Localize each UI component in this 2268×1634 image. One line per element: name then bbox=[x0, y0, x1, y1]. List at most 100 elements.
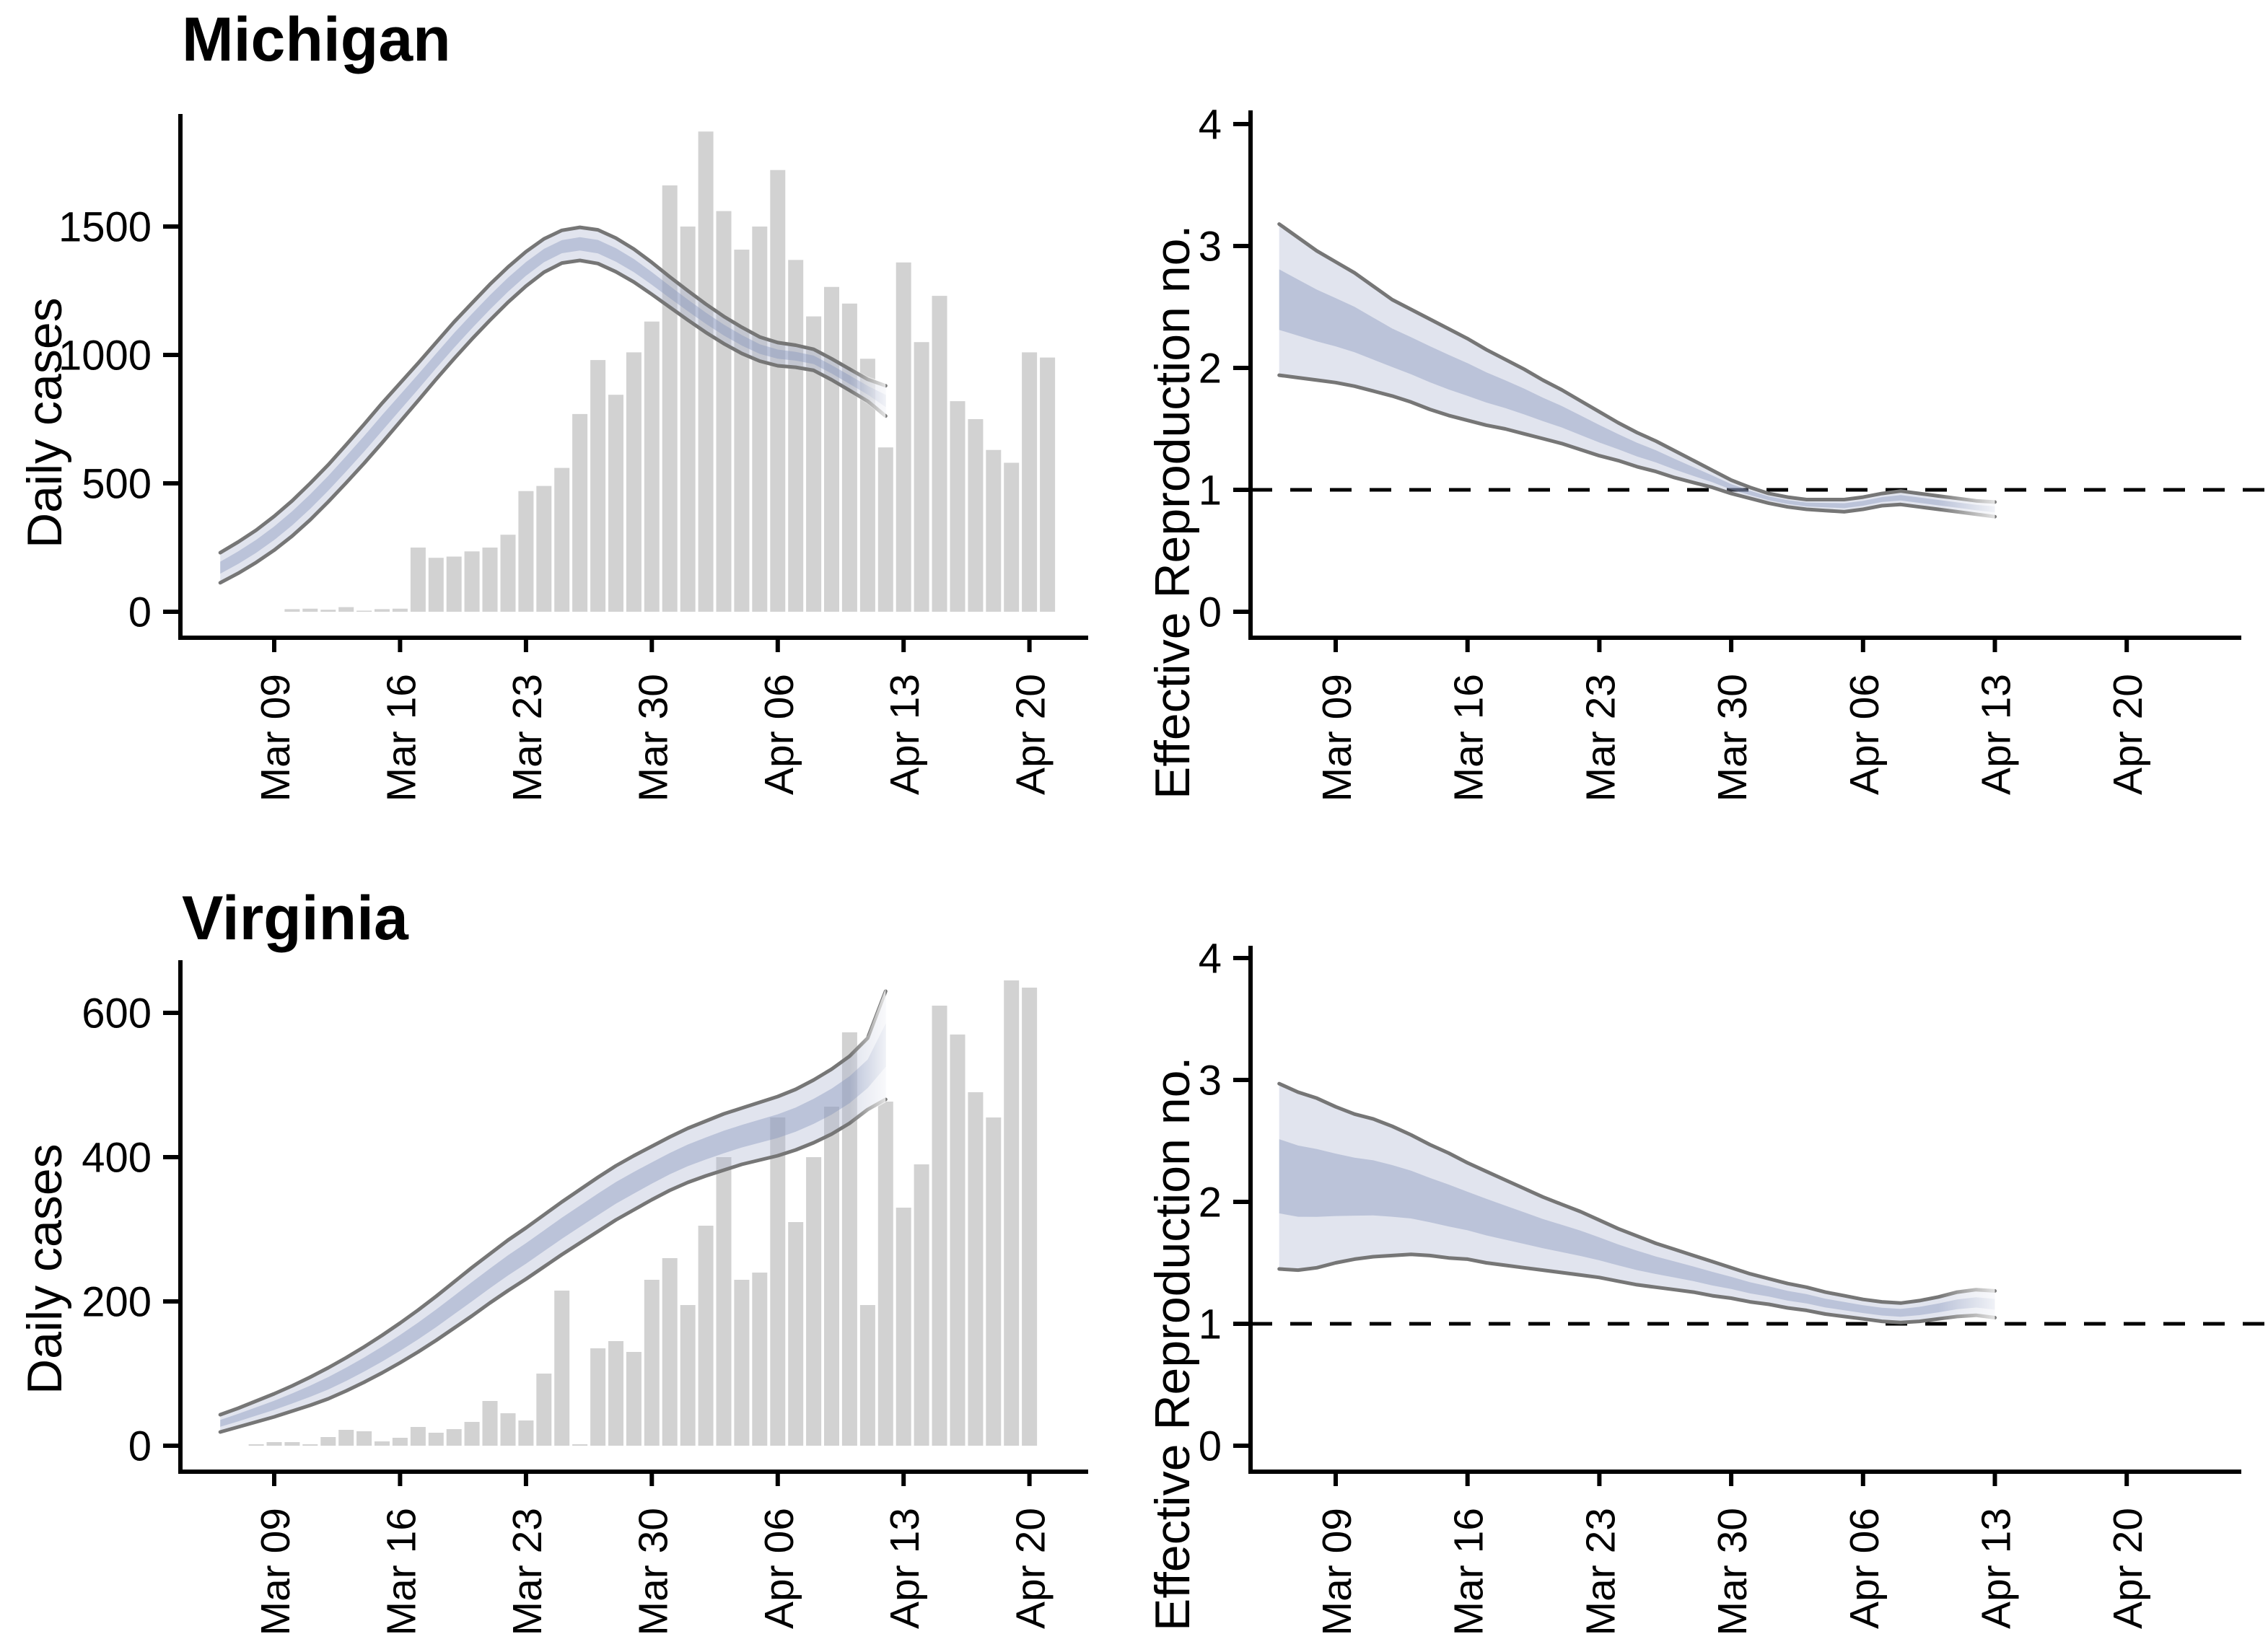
daily-case-bar bbox=[338, 607, 354, 612]
y-tick-label: 600 bbox=[82, 990, 152, 1037]
daily-case-bar bbox=[734, 1280, 750, 1446]
daily-case-bar bbox=[752, 227, 768, 612]
daily-case-bar bbox=[284, 609, 300, 612]
daily-case-bar bbox=[266, 1442, 282, 1446]
x-tick-label: Apr 13 bbox=[882, 1508, 928, 1629]
x-tick-label: Mar 30 bbox=[630, 1508, 676, 1634]
daily-case-bar bbox=[1004, 980, 1020, 1446]
daily-case-bar bbox=[446, 1429, 462, 1446]
x-tick-label: Mar 23 bbox=[504, 674, 551, 801]
ribbon-upper-outline bbox=[1277, 222, 1997, 504]
x-tick-label: Mar 09 bbox=[253, 1508, 299, 1634]
y-tick-label: 400 bbox=[82, 1134, 152, 1181]
bars-layer bbox=[248, 980, 1038, 1446]
daily-case-bar bbox=[986, 1117, 1002, 1446]
daily-case-bar bbox=[356, 610, 372, 612]
daily-case-bar bbox=[914, 342, 929, 612]
daily-case-bar bbox=[968, 1092, 984, 1446]
ribbon-end-fade bbox=[849, 988, 886, 1126]
bars-layer bbox=[284, 131, 1056, 612]
daily-case-bar bbox=[464, 551, 480, 612]
y-tick-label: 3 bbox=[1199, 223, 1222, 270]
y-tick-label: 4 bbox=[1199, 935, 1222, 982]
y-tick-label: 0 bbox=[1199, 1423, 1222, 1470]
daily-case-bar bbox=[500, 1413, 516, 1446]
panel-virginia-daily-cases: 0 200 400 600 Mar 09 Mar 16 Mar 23 Mar 30 Apr 06… bbox=[0, 817, 1134, 1634]
y-axis-label-daily-cases: Daily cases bbox=[17, 1143, 72, 1394]
daily-case-bar bbox=[914, 1164, 929, 1446]
daily-case-bar bbox=[806, 1157, 822, 1446]
daily-case-bar bbox=[896, 262, 911, 612]
x-tick-label: Mar 16 bbox=[1446, 1508, 1492, 1634]
x-tick-label: Apr 13 bbox=[1974, 1508, 2020, 1629]
x-tick-label: Mar 16 bbox=[1446, 674, 1492, 801]
daily-case-bar bbox=[968, 419, 984, 612]
x-tick-label: Apr 20 bbox=[1008, 674, 1054, 795]
daily-case-bar bbox=[428, 558, 444, 612]
ribbon-upper-outline bbox=[218, 225, 888, 555]
ribbon-outer-band bbox=[1279, 224, 1995, 517]
y-tick-label: 1 bbox=[1199, 1301, 1222, 1348]
y-tick-label: 200 bbox=[82, 1278, 152, 1325]
x-tick-label: Mar 30 bbox=[630, 674, 676, 801]
ribbon-end-fade bbox=[849, 366, 886, 419]
daily-case-bar bbox=[698, 131, 714, 612]
x-tick-label: Apr 20 bbox=[1008, 1508, 1054, 1629]
y-tick-label: 1500 bbox=[58, 203, 152, 250]
ribbon-outer-band bbox=[220, 227, 886, 583]
ribbon-inner-band bbox=[220, 1024, 886, 1427]
ribbon-lower-outline bbox=[218, 258, 888, 585]
chart-virginia-daily-cases: 0 200 400 600 Mar 09 Mar 16 Mar 23 Mar 30 Apr 06… bbox=[82, 960, 1088, 1634]
ribbon-upper-outline bbox=[1277, 1081, 1997, 1305]
panel-virginia-effective-reproduction: 0 1 2 3 4 Mar 09 Mar 16 Mar 23 Mar 30 Apr 06 Apr 1… bbox=[1134, 817, 2268, 1634]
ribbon-inner-band bbox=[1279, 1139, 1995, 1317]
daily-case-bar bbox=[302, 1444, 318, 1446]
daily-case-bar bbox=[554, 1291, 570, 1446]
x-tick-label: Apr 06 bbox=[756, 1508, 802, 1629]
daily-case-bar bbox=[572, 413, 588, 612]
daily-case-bar bbox=[302, 608, 318, 612]
daily-case-bar bbox=[986, 449, 1002, 612]
panel-michigan-daily-cases: 0 500 1000 1500 Mar 09 Mar 16 Mar 23 Mar 30 Apr … bbox=[0, 0, 1134, 817]
daily-case-bar bbox=[608, 1341, 623, 1446]
x-tick-label: Mar 23 bbox=[504, 1508, 551, 1634]
daily-case-bar bbox=[932, 296, 947, 612]
daily-case-bar bbox=[716, 1157, 732, 1446]
x-tick-label: Mar 23 bbox=[1577, 1508, 1624, 1634]
daily-case-bar bbox=[626, 352, 642, 612]
daily-case-bar bbox=[536, 486, 552, 612]
x-tick-label: Mar 16 bbox=[378, 674, 424, 801]
daily-case-bar bbox=[806, 316, 822, 612]
daily-case-bar bbox=[572, 1444, 588, 1446]
x-tick-label: Apr 20 bbox=[2105, 1508, 2151, 1629]
daily-case-bar bbox=[824, 286, 839, 612]
daily-case-bar bbox=[464, 1422, 480, 1446]
daily-case-bar bbox=[644, 321, 660, 612]
daily-case-bar bbox=[248, 1444, 264, 1446]
daily-case-bar bbox=[1022, 988, 1038, 1446]
daily-case-bar bbox=[950, 1035, 966, 1446]
daily-case-bar bbox=[518, 491, 534, 612]
daily-case-bar bbox=[428, 1433, 444, 1446]
x-tick-label: Apr 06 bbox=[1842, 674, 1888, 795]
daily-case-bar bbox=[482, 1401, 498, 1446]
y-tick-label: 2 bbox=[1199, 345, 1222, 392]
daily-case-bar bbox=[626, 1352, 642, 1446]
daily-case-bar bbox=[410, 1427, 426, 1446]
x-tick-label: Mar 30 bbox=[1709, 674, 1756, 801]
chart-michigan-rt: 0 1 2 3 4 Mar 09 Mar 16 Mar 23 Mar 30 Apr 06 Apr 1… bbox=[1199, 101, 2268, 801]
panel-michigan-effective-reproduction: 0 1 2 3 4 Mar 09 Mar 16 Mar 23 Mar 30 Apr 06 Apr 1… bbox=[1134, 0, 2268, 817]
daily-case-bar bbox=[716, 211, 732, 612]
panel-title-michigan: Michigan bbox=[182, 5, 451, 74]
x-tick-label: Mar 09 bbox=[1314, 674, 1360, 801]
daily-case-bar bbox=[590, 360, 606, 612]
ribbon-outer-band bbox=[1279, 1084, 1995, 1323]
x-tick-label: Mar 23 bbox=[1577, 674, 1624, 801]
daily-case-bar bbox=[950, 401, 966, 612]
daily-case-bar bbox=[932, 1006, 947, 1446]
daily-case-bar bbox=[644, 1280, 660, 1446]
ribbon-end-fade bbox=[1938, 493, 1995, 520]
daily-case-bar bbox=[375, 1441, 390, 1446]
y-tick-label: 0 bbox=[128, 1423, 152, 1470]
